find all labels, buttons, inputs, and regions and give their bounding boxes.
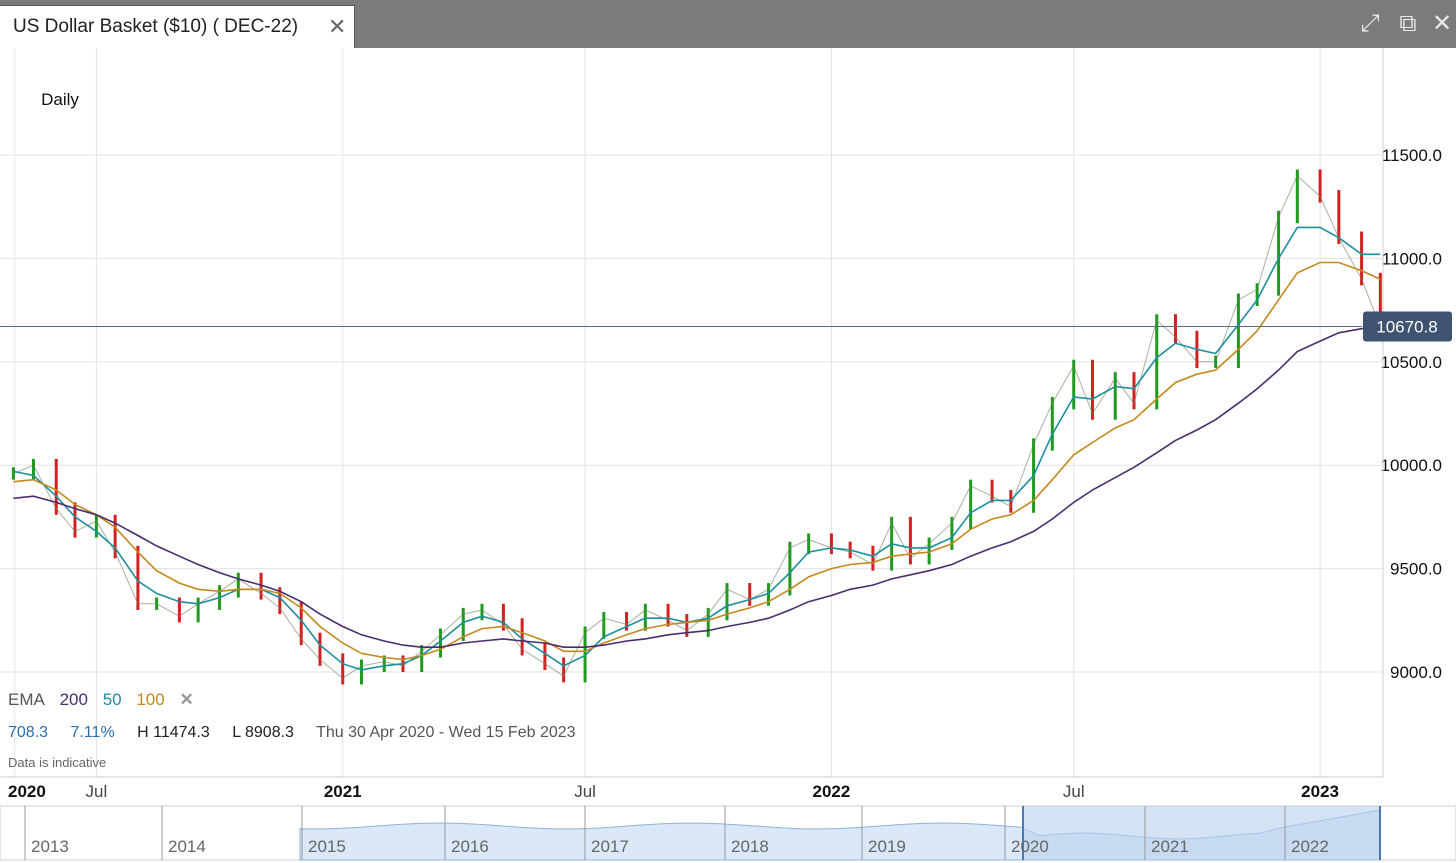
x-tick-label: Jul [86, 782, 108, 801]
navigator-strip: 2013 2014 2015 2016 2017 2018 2019 2020 2021 2022 [0, 805, 1456, 861]
ema-100-line [13, 261, 1381, 661]
popout-icon[interactable]: ⧉ [1399, 10, 1417, 37]
x-tick-label: 2021 [324, 782, 362, 801]
x-tick-label: 2023 [1301, 782, 1339, 801]
y-tick-label: 9000.0 [1390, 663, 1442, 682]
chart-series-layer [11, 169, 1382, 685]
y-tick-label: 10500.0 [1381, 353, 1442, 372]
ema-200-label[interactable]: 200 [59, 690, 88, 709]
current-price-label: 10670.8 [1376, 317, 1437, 336]
tab-close-icon[interactable]: ✕ [328, 14, 347, 39]
close-icon[interactable]: ✕ [1431, 10, 1453, 37]
ema-200-line [13, 323, 1381, 649]
current-price-badge [1363, 311, 1452, 342]
navigator-year-label: 2017 [591, 837, 629, 856]
ema-50-label[interactable]: 50 [102, 690, 122, 709]
y-tick-label: 11500.0 [1382, 146, 1442, 165]
ema-legend: EMA 200 50 100 ✕ [8, 690, 204, 710]
expand-icon[interactable]: ⤢ [1360, 10, 1380, 37]
date-range: Thu 30 Apr 2020 - Wed 15 Feb 2023 [316, 724, 576, 741]
tab-title: US Dollar Basket ($10) ( DEC-22) [13, 16, 299, 37]
x-tick-label: Jul [1063, 782, 1085, 801]
chart-grid [0, 48, 1383, 777]
data-indicative-note: Data is indicative [8, 755, 107, 770]
y-tick-label: 11000.0 [1382, 249, 1442, 268]
chart-axis-layer: 9000.0 9500.0 10000.0 10500.0 11000.0 11500.0… [0, 48, 1452, 801]
change-value: 708.3 [8, 724, 49, 741]
navigator-year-label: 2018 [731, 837, 769, 856]
ema-100-label[interactable]: 100 [136, 690, 165, 709]
navigator-year-label: 2013 [31, 837, 69, 856]
y-tick-label: 10000.0 [1381, 456, 1442, 475]
navigator-year-label: 2021 [1151, 837, 1189, 856]
navigator-selection [1023, 806, 1380, 860]
chart-tab[interactable]: US Dollar Basket ($10) ( DEC-22) ✕ [0, 5, 355, 48]
x-tick-label: 2020 [8, 782, 46, 801]
window-titlebar: US Dollar Basket ($10) ( DEC-22) ✕ ⤢ ⧉ ✕ [0, 0, 1456, 48]
navigator-year-label: 2020 [1011, 837, 1049, 856]
remove-indicator-icon[interactable]: ✕ [179, 690, 194, 709]
navigator-year-label: 2015 [308, 837, 346, 856]
high-value: H 11474.3 [137, 724, 210, 741]
stats-row: 708.3 7.11% H 11474.3 L 8908.3 Thu 30 Ap… [8, 724, 594, 742]
period-selector[interactable]: Daily [41, 90, 79, 109]
x-tick-label: Jul [574, 782, 596, 801]
navigator-year-label: 2016 [451, 837, 489, 856]
low-value: L 8908.3 [232, 724, 294, 741]
ema-label: EMA [8, 690, 45, 709]
navigator-year-label: 2022 [1291, 837, 1329, 856]
navigator-year-label: 2014 [168, 837, 206, 856]
price-line [13, 174, 1381, 679]
navigator-year-label: 2019 [868, 837, 906, 856]
x-tick-label: 2022 [812, 782, 850, 801]
y-tick-label: 9500.0 [1390, 560, 1442, 579]
change-percent: 7.11% [70, 724, 115, 741]
